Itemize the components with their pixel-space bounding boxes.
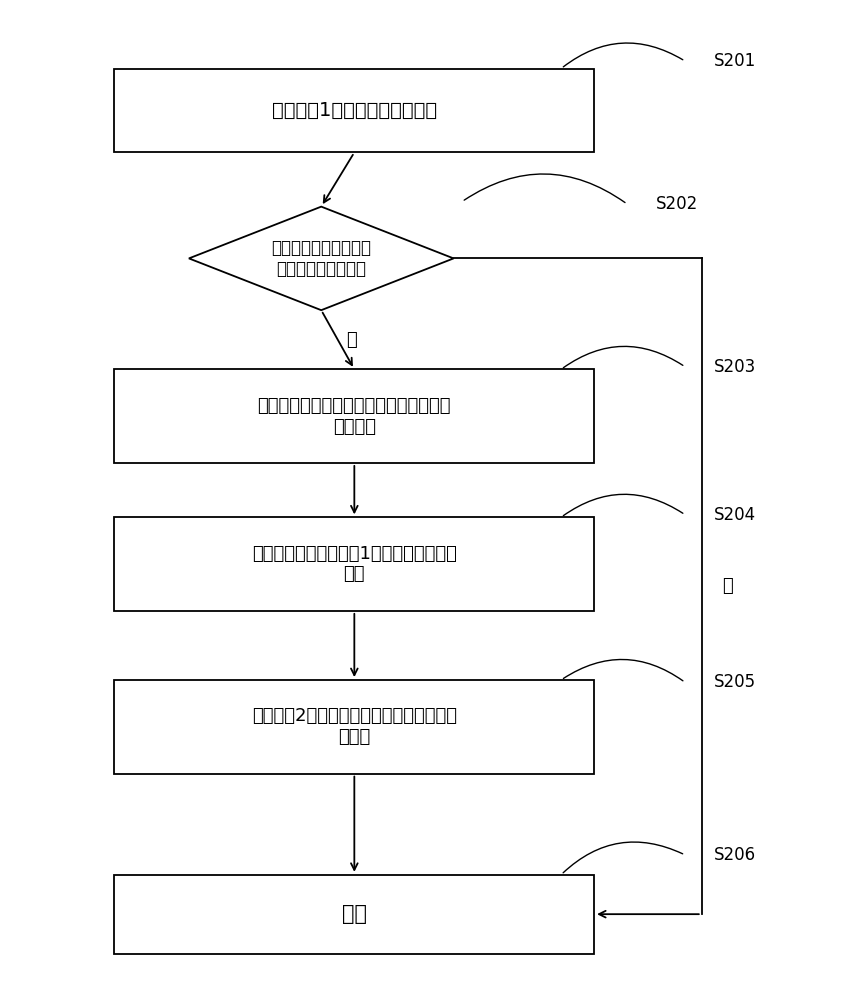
Text: S206: S206 <box>714 846 756 864</box>
Text: 使用新的权重代入公式1，计算所有节点的
评分: 使用新的权重代入公式1，计算所有节点的 评分 <box>252 545 457 583</box>
Polygon shape <box>189 207 453 310</box>
Text: 否: 否 <box>346 331 357 349</box>
Text: 取下一个边的类型，将其权重加上一个微
小的数值: 取下一个边的类型，将其权重加上一个微 小的数值 <box>257 397 451 436</box>
Text: S201: S201 <box>714 52 756 70</box>
Bar <box>114 369 595 463</box>
Text: S204: S204 <box>714 506 756 524</box>
Bar <box>114 69 595 152</box>
Bar <box>114 875 595 954</box>
Text: 使用公式2计算所有节点评分对当前边类型
的梯度: 使用公式2计算所有节点评分对当前边类型 的梯度 <box>251 707 457 746</box>
Text: S202: S202 <box>656 195 699 213</box>
Text: S203: S203 <box>714 358 756 376</box>
Text: 使用公式1计算所有节点的评分: 使用公式1计算所有节点的评分 <box>272 101 436 120</box>
Text: 结束: 结束 <box>341 904 367 924</box>
Text: S205: S205 <box>714 673 756 691</box>
Text: 是: 是 <box>722 577 733 595</box>
Bar <box>114 680 595 774</box>
Text: 是否每种边的类型的权
重均已求过偏导数？: 是否每种边的类型的权 重均已求过偏导数？ <box>272 239 371 278</box>
Bar <box>114 517 595 611</box>
